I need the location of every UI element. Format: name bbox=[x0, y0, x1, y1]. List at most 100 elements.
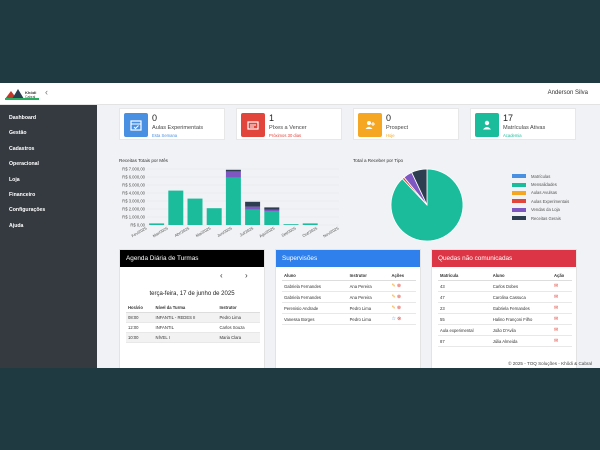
bar[interactable] bbox=[245, 201, 261, 207]
prev-day-button[interactable]: ‹ bbox=[220, 271, 223, 280]
agenda-instructor: Carlos Souza bbox=[217, 322, 260, 333]
supervisoes-header-acoes: Ações bbox=[389, 271, 416, 281]
card-subtitle: Esta Semana bbox=[152, 133, 178, 138]
star-icon[interactable]: ☆ bbox=[391, 316, 396, 322]
card-value: 0 bbox=[152, 113, 158, 123]
user-name[interactable]: Anderson Silva bbox=[547, 90, 588, 96]
delete-icon[interactable]: ⊗ bbox=[397, 316, 402, 322]
bar[interactable] bbox=[264, 211, 280, 225]
sidebar-item-dashboard[interactable]: Dashboard bbox=[9, 115, 37, 121]
sidebar-item-ajuda[interactable]: Ajuda bbox=[9, 222, 24, 229]
bar-chart-title: Receitas Totais por Mês bbox=[119, 158, 168, 163]
table-row[interactable]: 87 Júlia Almeida ✉ bbox=[438, 335, 572, 347]
sidebar-item-financeiro[interactable]: Financeiro bbox=[9, 191, 36, 198]
bar[interactable] bbox=[168, 190, 184, 225]
y-tick-label: R$ 7.000,00 bbox=[122, 167, 145, 172]
x-tick-label: Set/2025 bbox=[280, 225, 297, 238]
student-name: Júlia Almeida bbox=[490, 335, 552, 347]
table-row[interactable]: 43 Carlos Dobes ✉ bbox=[438, 280, 572, 292]
legend-item[interactable]: Vendas da Loja bbox=[512, 206, 592, 214]
card-value: 1 bbox=[269, 113, 275, 123]
legend-swatch bbox=[512, 199, 526, 204]
table-row[interactable]: Vanessa Borges Pedro Lima ☆ ⊗ bbox=[282, 313, 416, 325]
legend-item[interactable]: Mensalidades bbox=[512, 180, 592, 188]
delete-icon[interactable]: ⊗ bbox=[396, 305, 402, 311]
table-row[interactable]: Gabriela Fernandes Ana Pereira ✎ ⊗ bbox=[282, 291, 416, 303]
quedas-table: Matrícula Aluno Ação 43 Carlos Dobes ✉ 4… bbox=[438, 271, 572, 347]
pie-slice[interactable] bbox=[411, 168, 428, 206]
delete-icon[interactable]: ⊗ bbox=[396, 294, 402, 300]
table-row[interactable]: 23 Gabriela Fernandes ✉ bbox=[438, 302, 572, 314]
supervisoes-table: Aluno Instrutor Ações Gabriela Fernandes… bbox=[282, 271, 416, 325]
table-row[interactable]: 12:00 INFANTIL Carlos Souza bbox=[126, 322, 260, 333]
sidebar-item-cadastros[interactable]: Cadastros bbox=[9, 145, 35, 152]
next-day-button[interactable]: › bbox=[245, 271, 248, 280]
table-row[interactable]: 08:00 INFANTIL - REDES II Pedro Lima bbox=[126, 312, 260, 323]
main-content: 0 Aulas Experimentais Esta Semana 1 PIxe… bbox=[97, 105, 600, 368]
legend-item[interactable]: Aulas Experimentais bbox=[512, 197, 592, 205]
card-prospect[interactable]: 0 Prospect Hoje bbox=[353, 108, 459, 140]
y-tick-label: R$ 1.000,00 bbox=[122, 215, 145, 220]
bar[interactable] bbox=[225, 169, 241, 172]
revenue-bar-chart: R$ 0,00 R$ 1.000,00 R$ 2.000,00 R$ 3.000,00… bbox=[122, 167, 340, 239]
email-icon[interactable]: ✉ bbox=[553, 305, 559, 311]
sidebar-item-operacional[interactable]: Operacional bbox=[9, 161, 39, 168]
email-icon[interactable]: ✉ bbox=[553, 316, 559, 322]
table-row[interactable]: Gabriela Fernandes Ana Pereira ✎ ⊗ bbox=[282, 280, 416, 292]
agenda-level: NÍVEL I bbox=[153, 332, 218, 343]
table-row[interactable]: Perenisio Andrade Pedro Lima ✎ ⊗ bbox=[282, 302, 416, 314]
email-icon[interactable]: ✉ bbox=[553, 338, 559, 344]
table-row[interactable]: 10:00 NÍVEL I Maria Clara bbox=[126, 332, 260, 343]
card-aulas-experimentais[interactable]: 0 Aulas Experimentais Esta Semana bbox=[119, 108, 225, 140]
legend-item[interactable]: Matrículas bbox=[512, 172, 592, 180]
sidebar: Dashboard Gestão Cadastros Operacional L… bbox=[0, 105, 97, 368]
edit-icon[interactable]: ✎ bbox=[391, 294, 396, 300]
email-icon[interactable]: ✉ bbox=[553, 294, 559, 300]
table-row[interactable]: 55 Halino Françoni Filho ✉ bbox=[438, 313, 572, 325]
legend-item[interactable]: Receitas Gerais bbox=[512, 214, 592, 222]
x-tick-label: Jul/2025 bbox=[239, 225, 255, 237]
student-name: Carolina Cassuca bbox=[490, 291, 552, 303]
edit-icon[interactable]: ✎ bbox=[391, 283, 396, 289]
card-label: Matrículas Ativas bbox=[503, 125, 546, 131]
card-matriculas-ativas[interactable]: 17 Matrículas Ativas Academia bbox=[470, 108, 576, 140]
legend-label: Aulas Experimentais bbox=[531, 198, 570, 204]
bar[interactable] bbox=[264, 207, 280, 210]
x-tick-label: Jun/2025 bbox=[216, 225, 233, 238]
edit-icon[interactable]: ✎ bbox=[391, 305, 396, 311]
sidebar-item-configuracoes[interactable]: Configurações bbox=[9, 207, 46, 214]
agenda-title: Agenda Diária de Turmas bbox=[120, 250, 264, 267]
email-icon[interactable]: ✉ bbox=[553, 283, 559, 289]
bar[interactable] bbox=[225, 171, 241, 178]
y-tick-label: R$ 6.000,00 bbox=[122, 175, 145, 180]
sidebar-item-loja[interactable]: Loja bbox=[9, 176, 20, 183]
instructor-name: Pedro Lima bbox=[347, 302, 390, 314]
bar[interactable] bbox=[245, 209, 261, 225]
bar[interactable] bbox=[302, 223, 318, 225]
supervisoes-header-aluno: Aluno bbox=[282, 271, 348, 281]
x-tick-label: Mar/2025 bbox=[152, 225, 170, 238]
y-tick-label: R$ 3.000,00 bbox=[122, 199, 145, 204]
bar[interactable] bbox=[245, 206, 261, 210]
legend-item[interactable]: Aulas Avulsas bbox=[512, 189, 592, 197]
top-bar: Khôdi Cabral ‹ Anderson Silva bbox=[0, 83, 600, 105]
enrollment-id: 47 bbox=[438, 291, 491, 303]
agenda-time: 10:00 bbox=[126, 332, 154, 343]
collapse-sidebar-button[interactable]: ‹ bbox=[45, 87, 48, 97]
bar[interactable] bbox=[264, 209, 280, 212]
y-tick-label: R$ 4.000,00 bbox=[122, 191, 145, 196]
quedas-header-matricula: Matrícula bbox=[438, 271, 491, 281]
bar[interactable] bbox=[206, 208, 222, 225]
table-row[interactable]: 47 Carolina Cassuca ✉ bbox=[438, 291, 572, 303]
delete-icon[interactable]: ⊗ bbox=[396, 283, 402, 289]
card-pix-a-vencer[interactable]: 1 PIxes a Vencer Próximos 30 dias bbox=[236, 108, 342, 140]
agenda-instructor: Maria Clara bbox=[217, 332, 260, 343]
agenda-table: Horário Nível da Turma Instrutor 08:00 I… bbox=[126, 303, 260, 343]
bar[interactable] bbox=[187, 198, 203, 225]
bar[interactable] bbox=[283, 224, 299, 225]
bar[interactable] bbox=[225, 177, 241, 225]
table-row[interactable]: Aula experimental João D'Avila ✉ bbox=[438, 324, 572, 336]
email-icon[interactable]: ✉ bbox=[553, 327, 559, 333]
bar[interactable] bbox=[149, 223, 165, 225]
sidebar-item-gestao[interactable]: Gestão bbox=[9, 130, 27, 137]
